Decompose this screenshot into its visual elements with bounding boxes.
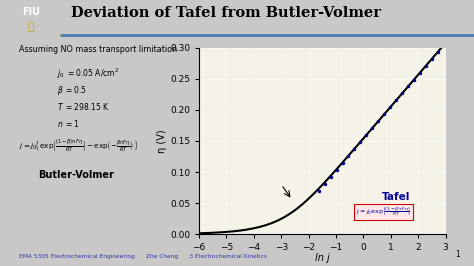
Text: $\beta$ $= 0.5$: $\beta$ $= 0.5$ — [57, 84, 87, 97]
Text: 🐾: 🐾 — [27, 22, 34, 32]
Text: FIU: FIU — [22, 7, 40, 17]
Text: Tafel: Tafel — [382, 192, 410, 202]
Text: Assuming NO mass transport limitation: Assuming NO mass transport limitation — [19, 45, 177, 54]
Text: $j \approx j_0\exp\!\left[\frac{(1-\beta)nF\eta}{RT}\right]$: $j \approx j_0\exp\!\left[\frac{(1-\beta… — [356, 205, 411, 218]
Text: $j = j_0\!\left\{\exp\!\left[\frac{(1-\beta)nF\eta}{RT}\right] - \exp\!\left(-\f: $j = j_0\!\left\{\exp\!\left[\frac{(1-\b… — [19, 139, 138, 154]
Text: $T$ $= 298.15\ \mathrm{K}$: $T$ $= 298.15\ \mathrm{K}$ — [57, 101, 109, 112]
Text: 1: 1 — [455, 250, 460, 259]
Text: Deviation of Tafel from Butler-Volmer: Deviation of Tafel from Butler-Volmer — [71, 6, 381, 20]
Text: Butler-Volmer: Butler-Volmer — [38, 170, 114, 180]
X-axis label: ln j: ln j — [315, 253, 330, 264]
Text: $j_0$ $= 0.05\ \mathrm{A/cm^2}$: $j_0$ $= 0.05\ \mathrm{A/cm^2}$ — [57, 66, 119, 81]
Y-axis label: η (V): η (V) — [157, 129, 167, 153]
Text: EMA 5305 Electrochemical Engineering      Zhe Cheng      3 Electrochemical Kinet: EMA 5305 Electrochemical Engineering Zhe… — [19, 254, 267, 259]
Text: $n$ $= 1$: $n$ $= 1$ — [57, 118, 80, 129]
